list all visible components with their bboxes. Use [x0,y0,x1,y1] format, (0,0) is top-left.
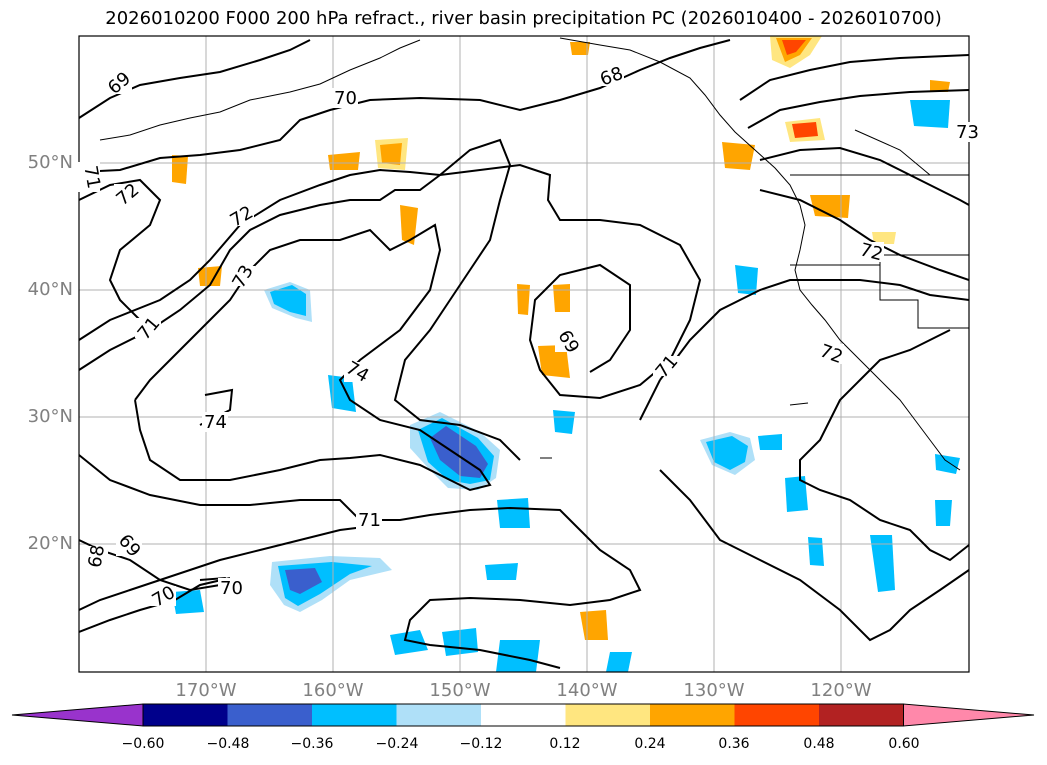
colorbar-segment [312,704,397,726]
coastlines [99,37,969,471]
contour-label: 71 [79,164,104,190]
colorbar-extend-high [903,703,1035,727]
contour-labels: 69 70 68 71 72 72 73 74 74 69 71 72 72 7… [78,63,979,612]
colorbar-tick-label: −0.12 [459,736,503,752]
colorbar-tick-label: −0.60 [121,736,165,752]
contour-label: 68 [84,543,109,569]
contour-label: 74 [204,412,227,433]
colorbar-tick-label: −0.48 [206,736,250,752]
map-frame [78,35,970,673]
contour-label: 71 [358,510,381,531]
colorbar-segment [143,704,228,726]
colorbar-tick-label: 0.48 [803,736,835,752]
colorbar-segment [819,704,904,726]
lat-label-50n: 50°N [27,152,73,173]
colorbar-segment [565,704,650,726]
lon-label-130w: 130°W [683,680,745,701]
colorbar-segment [396,704,481,726]
contour-label: 70 [220,578,243,599]
colorbar-tick-label: 0.60 [888,736,920,752]
colorbar-tick-label: 0.12 [549,736,581,752]
colorbar-tick-label: −0.24 [375,736,419,752]
lon-label-170w: 170°W [175,680,237,701]
colorbar-segment [734,704,819,726]
refractivity-contours [79,39,969,669]
colorbar-segment [650,704,735,726]
negative-precip-shading [172,100,960,672]
lon-label-120w: 120°W [810,680,872,701]
lon-label-140w: 140°W [556,680,618,701]
colorbar [11,703,1035,727]
lat-label-30n: 30°N [27,406,73,427]
graticule [79,36,969,672]
contour-label: 70 [334,88,357,109]
lon-label-150w: 150°W [429,680,491,701]
colorbar-tick-label: 0.36 [718,736,750,752]
lat-label-40n: 40°N [27,279,73,300]
colorbar-outline [142,703,904,727]
colorbar-segment [481,704,566,726]
contour-label: 73 [956,122,979,143]
contour-label: 69 [104,68,135,99]
colorbar-extend-low [11,703,144,727]
colorbar-segment [227,704,312,726]
colorbar-tick-label: −0.36 [290,736,334,752]
lon-label-160w: 160°W [302,680,364,701]
lat-label-20n: 20°N [27,533,73,554]
colorbar-tick-label: 0.24 [634,736,666,752]
map-title: 2026010200 F000 200 hPa refract., river … [105,8,942,29]
